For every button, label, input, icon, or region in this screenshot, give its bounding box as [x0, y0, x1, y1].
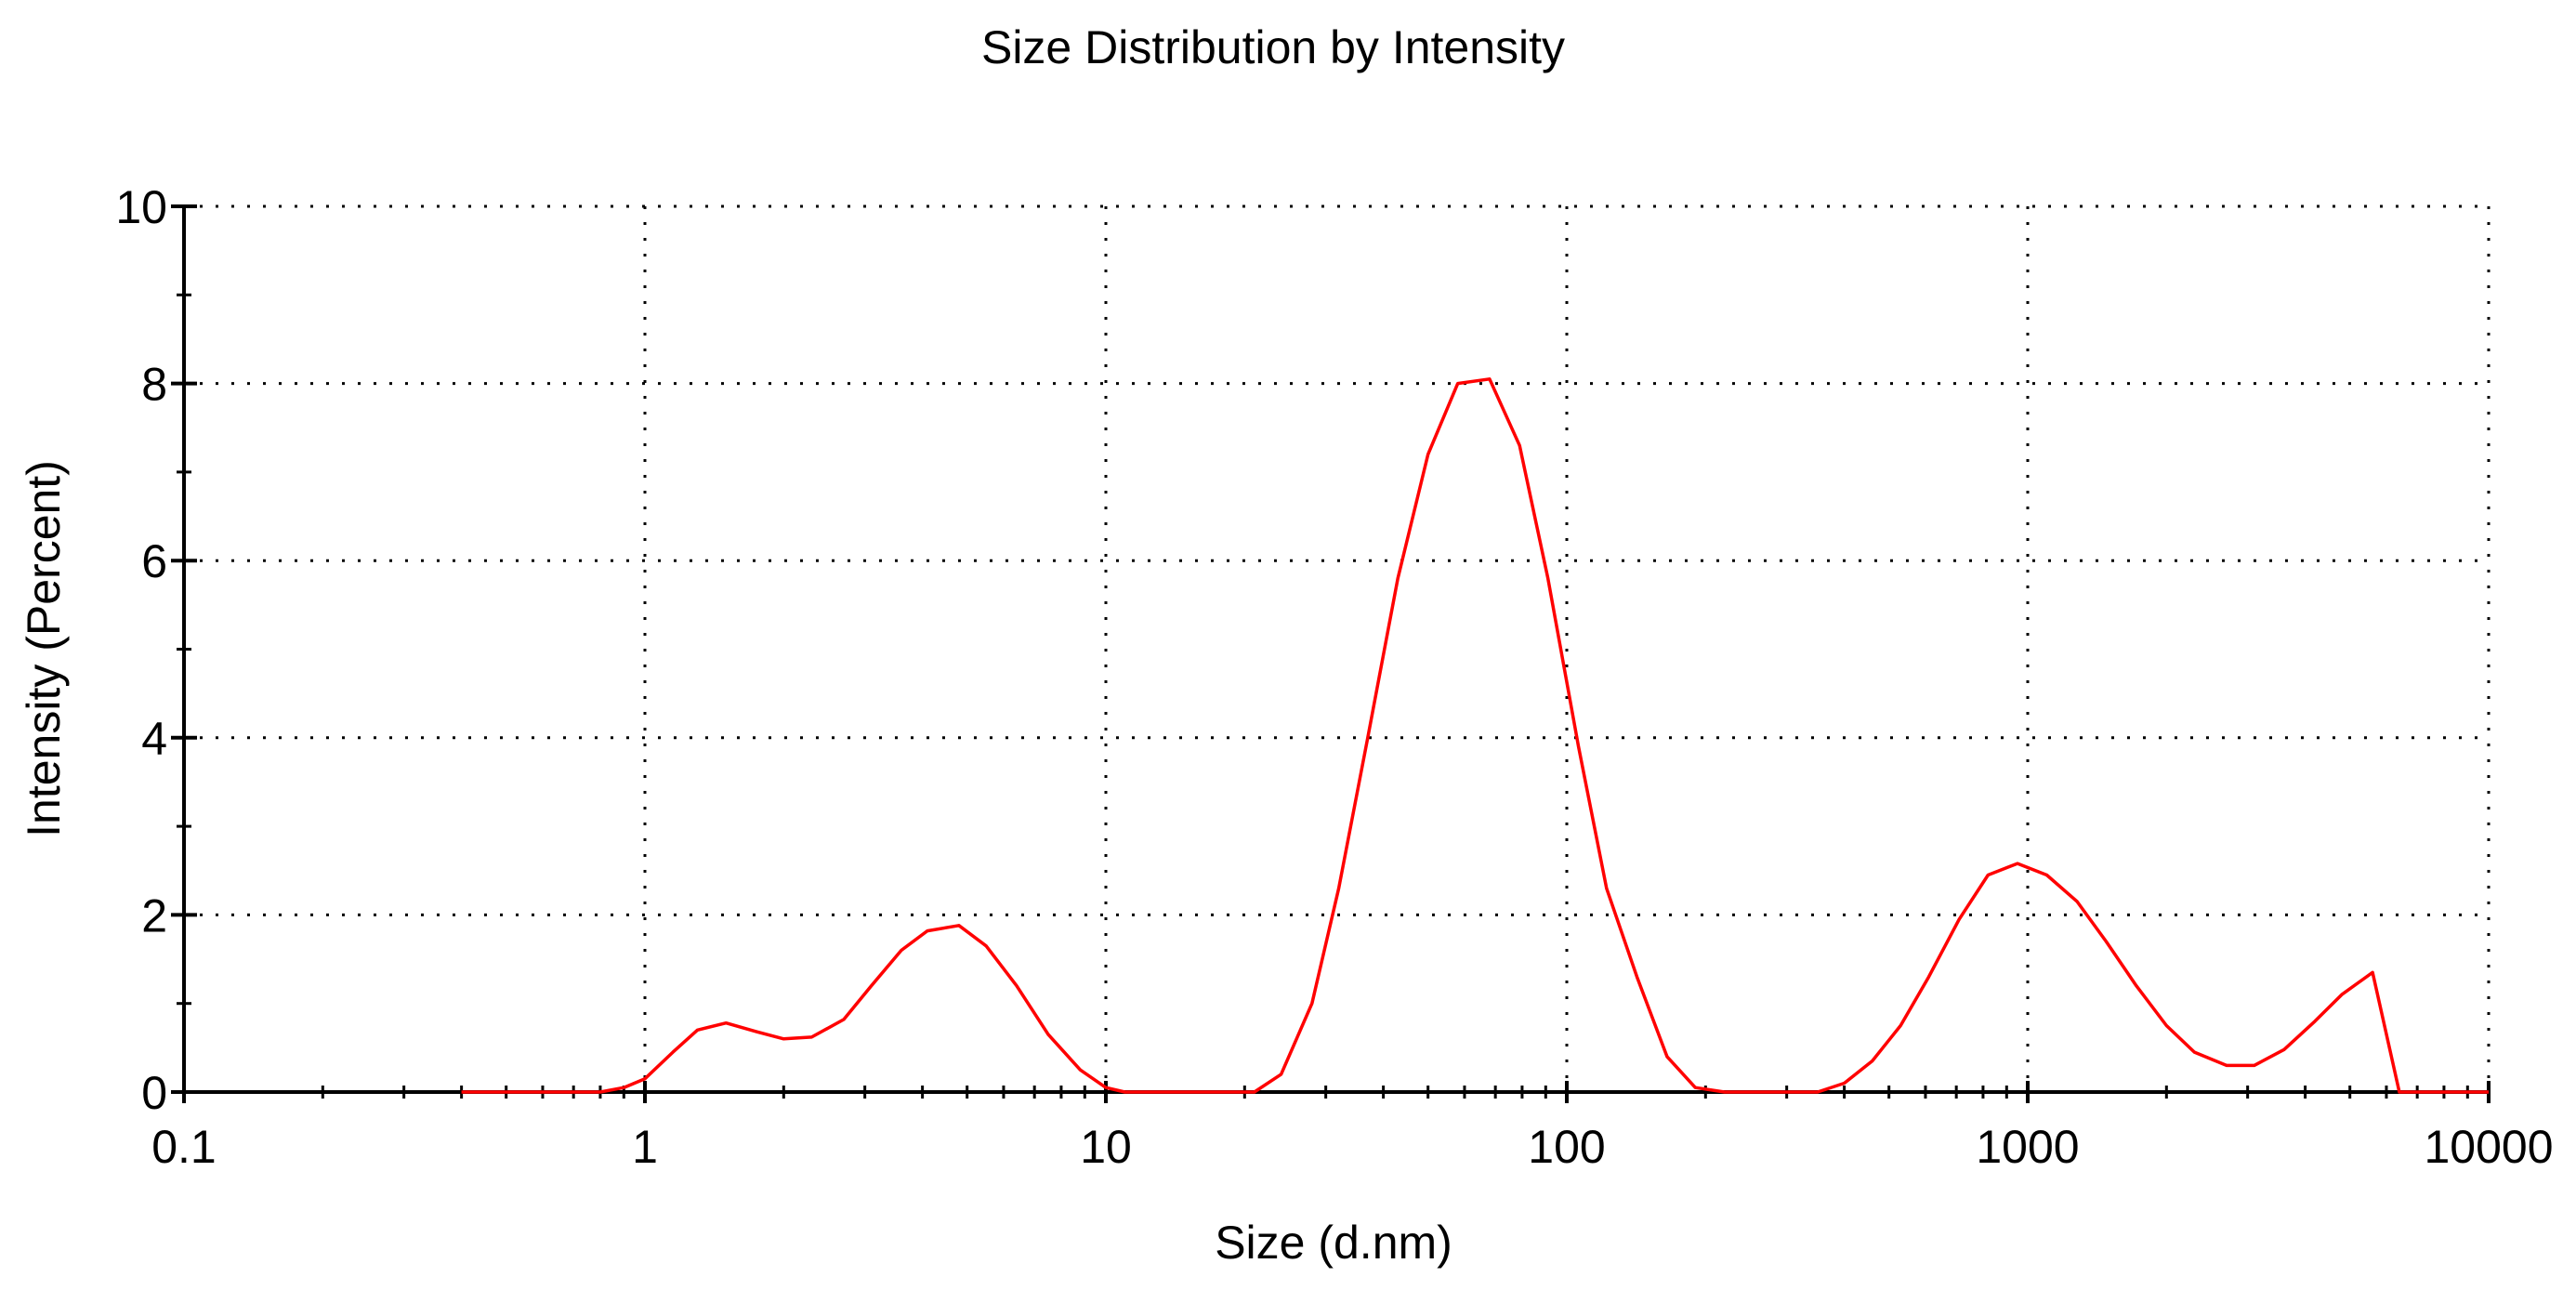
y-tick-label: 10: [115, 181, 167, 233]
y-tick-label: 6: [141, 535, 167, 587]
intensity-series-line: [461, 377, 2489, 1094]
grid-lines: [184, 204, 2491, 1092]
axes: [171, 204, 2491, 1103]
x-tick-label: 100: [1528, 1121, 1605, 1173]
x-tick-label: 1: [632, 1121, 658, 1173]
x-axis-label: Size (d.nm): [1215, 1217, 1452, 1269]
y-tick-label: 8: [141, 359, 167, 411]
tick-labels: 0.1 1 10 100 1000 10000 0 2 4 6 8 10: [115, 181, 2553, 1173]
y-tick-label: 0: [141, 1067, 167, 1119]
x-tick-label: 10000: [2424, 1121, 2553, 1173]
series-layer: [461, 377, 2489, 1094]
chart-title: Size Distribution by Intensity: [981, 21, 1565, 73]
y-tick-label: 4: [141, 713, 167, 765]
x-tick-label: 0.1: [151, 1121, 217, 1173]
x-tick-label: 1000: [1976, 1121, 2079, 1173]
y-tick-label: 2: [141, 889, 167, 941]
y-axis-label: Intensity (Percent): [18, 460, 70, 837]
x-tick-label: 10: [1080, 1121, 1132, 1173]
